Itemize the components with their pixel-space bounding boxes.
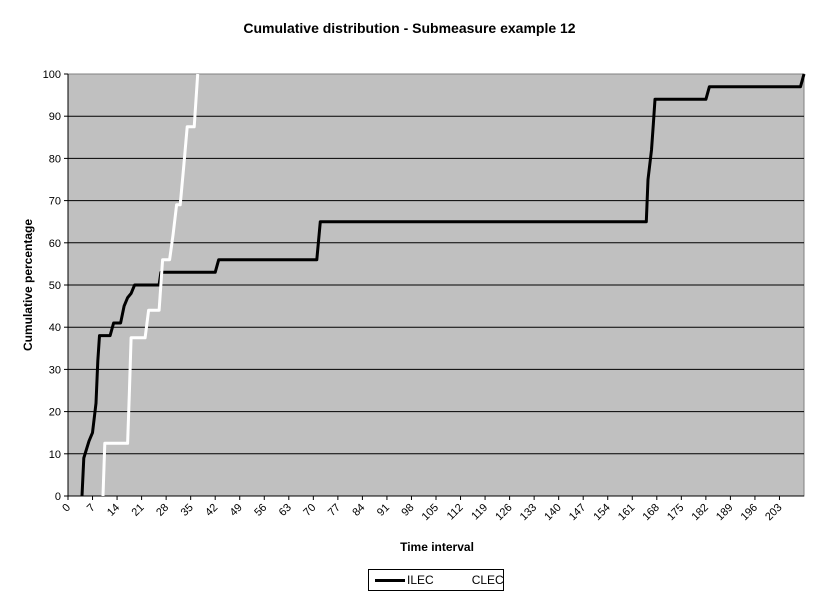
x-tick-label: 182 xyxy=(690,502,711,523)
x-tick-label: 140 xyxy=(542,502,563,523)
y-axis-label: Cumulative percentage xyxy=(21,218,35,352)
legend-item-clec: CLEC xyxy=(439,573,504,587)
x-tick-label: 112 xyxy=(445,502,466,523)
legend-item-ilec: ILEC xyxy=(375,573,434,587)
x-tick-label: 7 xyxy=(85,502,98,515)
x-tick-label: 98 xyxy=(399,502,416,519)
x-tick-label: 196 xyxy=(739,502,760,523)
chart-title: Cumulative distribution - Submeasure exa… xyxy=(243,20,576,36)
x-tick-label: 154 xyxy=(591,502,612,523)
y-tick-label: 90 xyxy=(49,111,61,123)
x-tick-label: 119 xyxy=(469,502,490,523)
y-tick-label: 30 xyxy=(49,364,61,376)
y-tick-label: 40 xyxy=(49,322,61,334)
x-tick-label: 168 xyxy=(640,502,661,523)
x-tick-label: 49 xyxy=(228,502,245,519)
series-line-clec xyxy=(101,73,200,497)
x-tick-label: 105 xyxy=(420,502,441,523)
x-tick-label: 203 xyxy=(763,502,784,523)
x-tick-label: 133 xyxy=(518,502,539,523)
x-axis-label: Time interval xyxy=(400,540,474,554)
x-tick-label: 77 xyxy=(326,502,343,519)
x-tick-label: 42 xyxy=(203,502,220,519)
x-tick-label: 126 xyxy=(493,502,514,523)
legend-label-ilec: ILEC xyxy=(407,573,434,587)
x-tick-label: 84 xyxy=(350,502,367,519)
x-tick-label: 14 xyxy=(105,502,122,519)
series-line-ilec xyxy=(80,73,806,497)
legend-swatch-ilec xyxy=(375,578,405,582)
x-tick-label: 175 xyxy=(665,502,686,523)
y-axis: 0 10 20 30 40 50 60 70 80 90 100 xyxy=(43,69,69,503)
y-tick-label: 50 xyxy=(49,280,61,292)
x-axis: 0 7 14 21 28 35 42 49 56 63 70 77 84 91 98 105 112 119 126… xyxy=(60,495,804,523)
y-tick-label: 0 xyxy=(55,491,61,503)
x-tick-label: 35 xyxy=(179,502,196,519)
x-tick-label: 56 xyxy=(252,502,269,519)
x-tick-label: 70 xyxy=(301,502,318,519)
y-tick-label: 60 xyxy=(49,238,61,250)
y-tick-label: 10 xyxy=(49,449,61,461)
legend-swatch-clec xyxy=(439,578,470,582)
x-tick-label: 161 xyxy=(616,502,637,523)
y-tick-label: 100 xyxy=(43,69,61,81)
y-tick-label: 20 xyxy=(49,407,61,419)
x-tick-label: 91 xyxy=(375,502,392,519)
grid-lines xyxy=(68,115,804,455)
x-tick-label: 0 xyxy=(60,502,73,515)
x-tick-label: 147 xyxy=(567,502,588,523)
legend: ILEC CLEC xyxy=(368,569,504,591)
y-tick-label: 70 xyxy=(49,196,61,208)
series-lines xyxy=(80,73,806,497)
x-tick-label: 28 xyxy=(154,502,171,519)
x-tick-label: 63 xyxy=(277,502,294,519)
x-tick-label: 189 xyxy=(714,502,735,523)
y-tick-label: 80 xyxy=(49,153,61,165)
x-tick-label: 21 xyxy=(130,502,147,519)
legend-label-clec: CLEC xyxy=(471,573,504,587)
